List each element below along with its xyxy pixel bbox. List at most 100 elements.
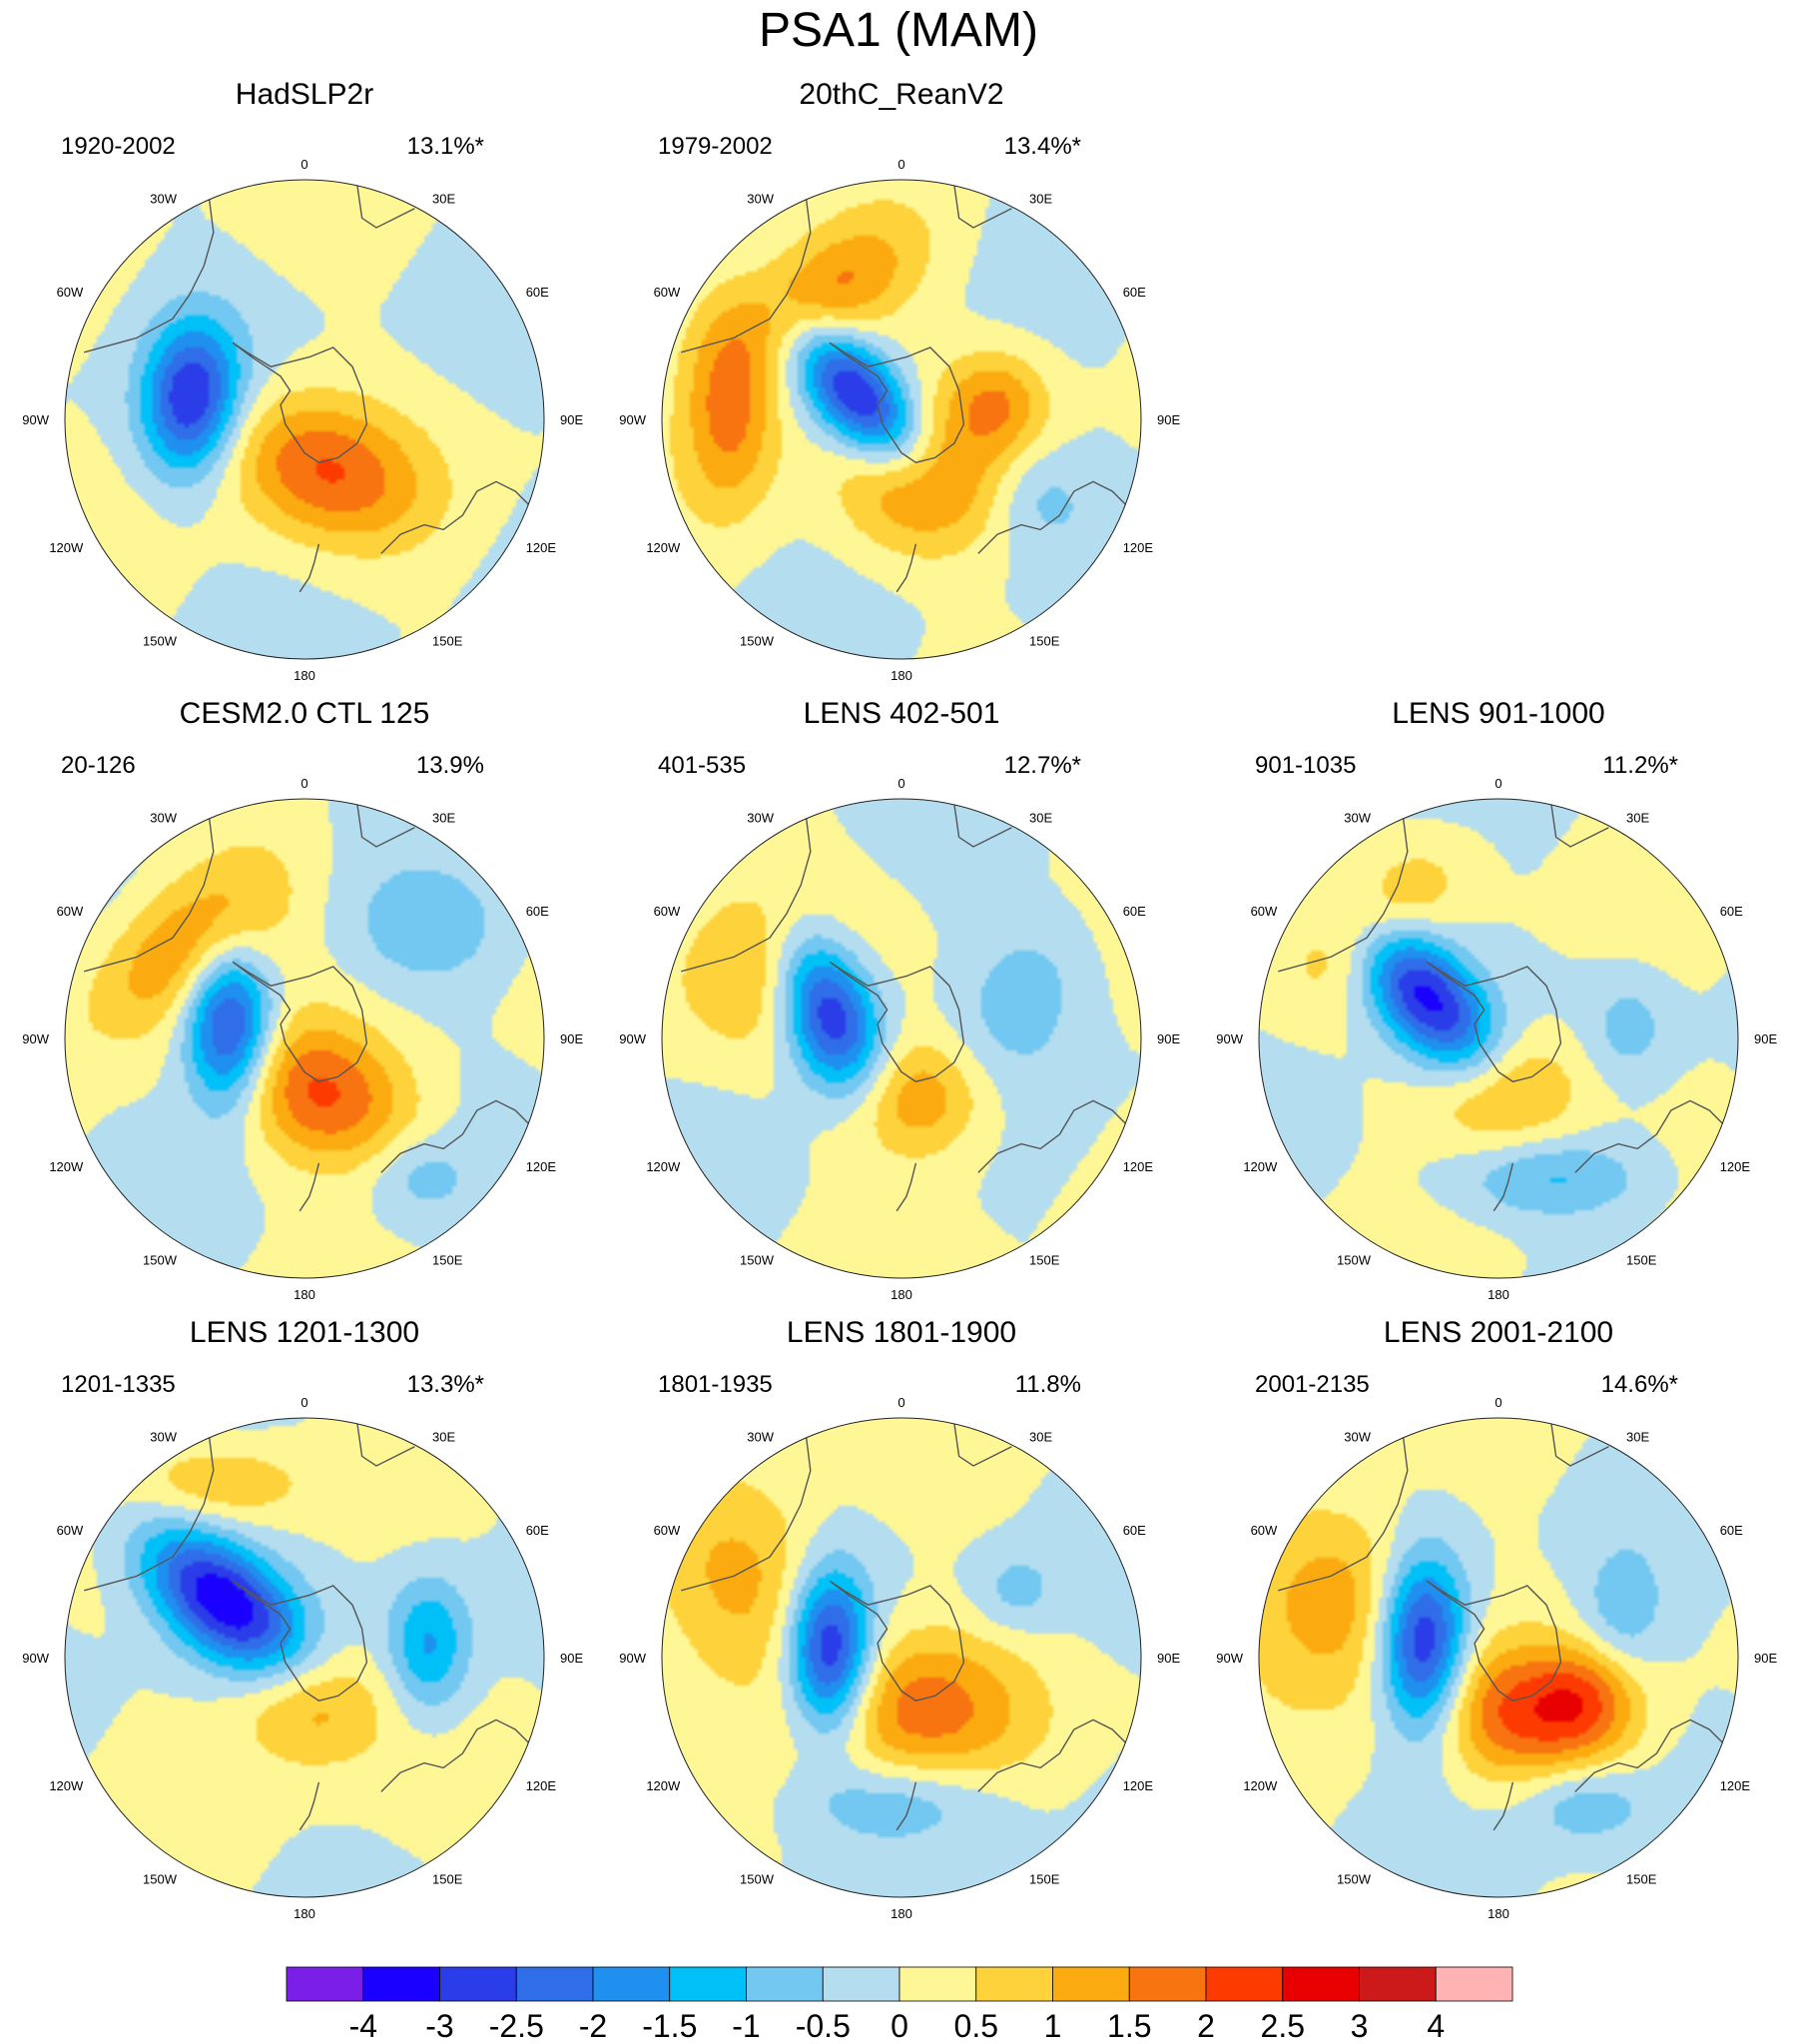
lon-tick-label: 120E (1720, 1159, 1751, 1174)
map-boundary (661, 1417, 1142, 1898)
lon-tick-label: 60E (526, 1523, 549, 1538)
coastline (1550, 1422, 1609, 1467)
colorbar-swatch (746, 1966, 824, 2002)
coastline (84, 1432, 215, 1592)
colorbar-tick-label: -2 (579, 2008, 607, 2044)
map-boundary (661, 179, 1142, 660)
lon-tick-label: 90W (619, 1651, 646, 1666)
lon-tick-label: 150W (143, 1872, 178, 1887)
lon-tick-label: 90E (1157, 412, 1180, 427)
map-panel: 0 30E 60E 90E 120E 150E 180 150W 120W 90W 60W 30W LE… (619, 1316, 1180, 1921)
colorbar-tick-label: -3 (425, 2008, 453, 2044)
lon-tick-label: 180 (294, 1906, 315, 1921)
map-panel: 0 30E 60E 90E 120E 150E 180 150W 120W 90W 60W 30W Ha… (22, 78, 583, 683)
coastline (380, 1099, 531, 1173)
lon-tick-label: 180 (294, 1287, 315, 1302)
coastline (356, 1422, 415, 1467)
lon-tick-label: 60E (526, 904, 549, 919)
lon-tick-label: 120E (526, 1159, 557, 1174)
map-panel: 0 30E 60E 90E 120E 150E 180 150W 120W 90W 60W 30W 20… (619, 78, 1180, 683)
lon-tick-label: 90W (22, 412, 49, 427)
lon-tick-label: 90E (1754, 1651, 1777, 1666)
colorbar-swatch (898, 1966, 977, 2002)
colorbar-tick-label: 3 (1351, 2008, 1369, 2044)
lon-tick-label: 120E (1720, 1778, 1751, 1793)
coastline (896, 1781, 917, 1831)
colorbar-tick-label: 2.5 (1261, 2008, 1305, 2044)
coastline (1493, 1162, 1514, 1212)
lon-tick-label: 90W (619, 1031, 646, 1046)
lon-tick-label: 30E (1626, 810, 1649, 825)
colorbar-swatch (592, 1966, 671, 2002)
lon-tick-label: 60W (57, 904, 84, 919)
lon-tick-label: 150E (1029, 634, 1060, 649)
coastline (977, 1718, 1128, 1792)
coastline (681, 1432, 812, 1592)
panel-period: 1201-1335 (61, 1371, 176, 1398)
lon-tick-label: 120E (1123, 540, 1154, 555)
map-panel: 0 30E 60E 90E 120E 150E 180 150W 120W 90W 60W 30W LE… (1216, 1316, 1777, 1921)
coastline (232, 341, 368, 463)
map-boundary (64, 1417, 545, 1898)
colorbar-tick-label: -1.5 (642, 2008, 697, 2044)
contour-field (1259, 799, 1738, 1278)
coastline (380, 1718, 531, 1792)
lon-tick-label: 120W (1243, 1159, 1278, 1174)
contour-field (1259, 1418, 1738, 1897)
colorbar-swatch (439, 1966, 517, 2002)
coastline (356, 184, 415, 229)
lon-tick-label: 0 (1495, 776, 1501, 791)
lon-tick-label: 60E (1720, 1523, 1743, 1538)
coastline (1493, 1781, 1514, 1831)
lon-tick-label: 0 (898, 157, 904, 172)
lon-tick-label: 120E (1123, 1159, 1154, 1174)
panel-variance: 12.7%* (1004, 752, 1081, 779)
lon-tick-label: 60W (654, 285, 681, 300)
panel-title: LENS 1201-1300 (190, 1316, 419, 1349)
panel-variance: 14.6%* (1601, 1371, 1678, 1398)
map-panel: 0 30E 60E 90E 120E 150E 180 150W 120W 90W 60W 30W LE… (22, 1316, 583, 1921)
contour-field (662, 799, 1141, 1278)
colorbar-swatch (669, 1966, 747, 2002)
coastline (299, 543, 320, 593)
colorbar-swatch (1205, 1966, 1284, 2002)
colorbar-swatch (286, 1966, 364, 2002)
map-boundary (1258, 798, 1739, 1279)
colorbar-tick-label: 1.5 (1107, 2008, 1151, 2044)
lon-tick-label: 30E (432, 1429, 455, 1444)
coastline (829, 1580, 965, 1702)
lon-tick-label: 0 (300, 1395, 307, 1410)
lon-tick-label: 150W (740, 1872, 775, 1887)
coastline (953, 1422, 1012, 1467)
colorbar-swatch (975, 1966, 1053, 2002)
colorbar-tick-label: 0.5 (954, 2008, 998, 2044)
colorbar-tick-label: -1 (732, 2008, 760, 2044)
panel-title: CESM2.0 CTL 125 (180, 697, 430, 730)
lon-tick-label: 90W (22, 1651, 49, 1666)
lon-tick-label: 150W (1337, 1253, 1372, 1268)
coastline (953, 184, 1012, 229)
coastline (1426, 961, 1562, 1082)
lon-tick-label: 90E (1754, 1031, 1777, 1046)
lon-tick-label: 60E (1123, 285, 1146, 300)
lon-tick-label: 30W (150, 810, 177, 825)
map-panels: 0 30E 60E 90E 120E 150E 180 150W 120W 90W 60W 30W Ha… (22, 78, 1777, 1921)
lon-tick-label: 150E (1029, 1253, 1060, 1268)
panel-variance: 11.2%* (1602, 752, 1678, 779)
map-boundary (64, 798, 545, 1279)
coastline (829, 341, 965, 463)
panel-title: LENS 402-501 (804, 697, 1000, 730)
lon-tick-label: 30W (747, 191, 774, 206)
lon-tick-label: 30W (747, 1429, 774, 1444)
lon-tick-label: 150E (1626, 1872, 1657, 1887)
lon-tick-label: 150W (740, 634, 775, 649)
coastline (299, 1162, 320, 1212)
lon-tick-label: 30W (1344, 810, 1371, 825)
lon-tick-label: 150E (432, 634, 463, 649)
lon-tick-label: 120E (526, 1778, 557, 1793)
lon-tick-label: 60W (654, 1523, 681, 1538)
panel-variance: 13.3%* (407, 1371, 484, 1398)
colorbar-swatch (822, 1966, 900, 2002)
coastline (1574, 1718, 1725, 1792)
lon-tick-label: 60W (57, 285, 84, 300)
